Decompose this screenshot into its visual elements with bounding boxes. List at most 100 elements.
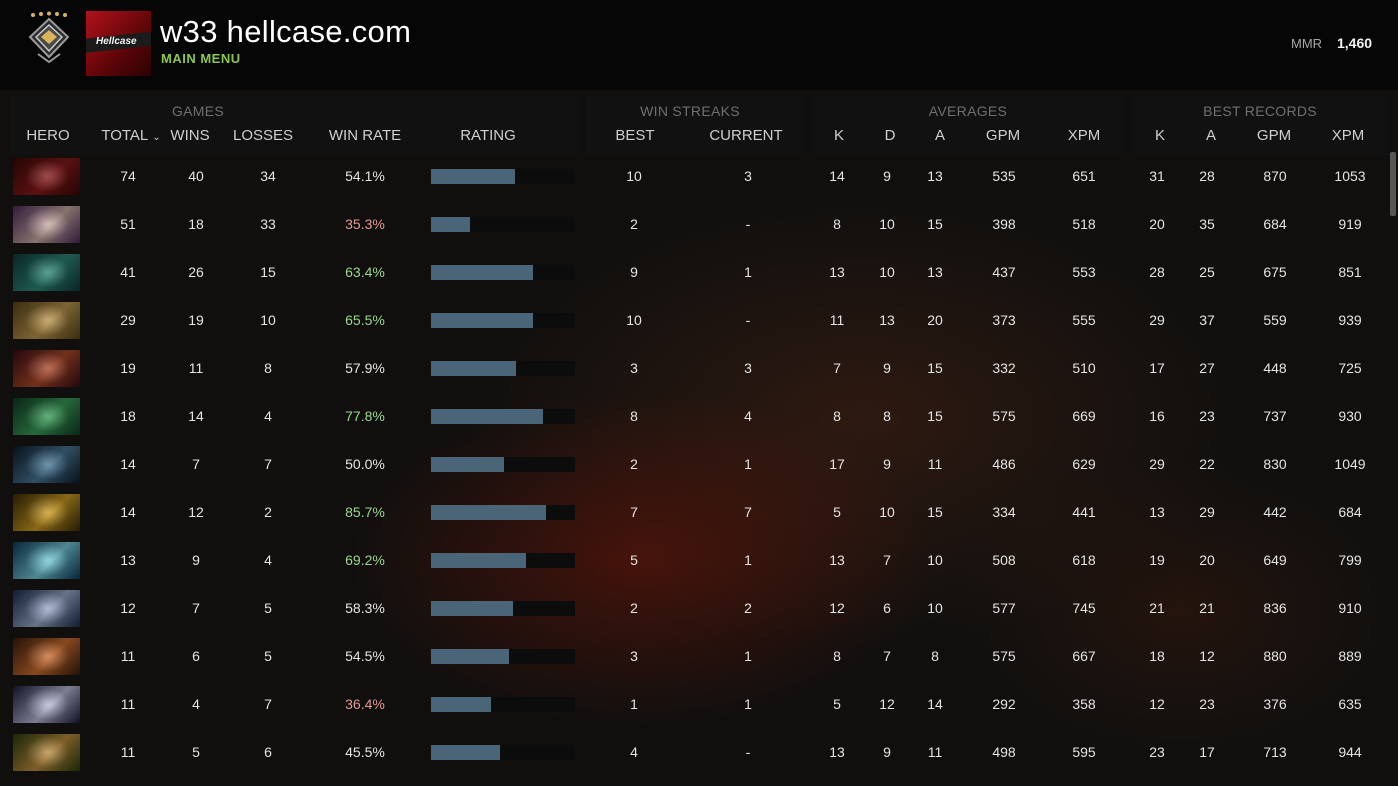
cell-current-streak: 1 (744, 264, 752, 280)
cell-record-kills: 21 (1149, 600, 1165, 616)
cell-record-gpm: 376 (1263, 696, 1287, 712)
column-header-best-streak[interactable]: BEST (615, 127, 655, 144)
cell-avg-gpm: 486 (992, 456, 1016, 472)
cell-losses: 34 (260, 168, 276, 184)
hero-portrait-shade (13, 158, 80, 195)
cell-losses: 5 (264, 648, 272, 664)
hero-portrait[interactable] (13, 590, 80, 627)
rating-bar-track (431, 217, 575, 232)
hero-portrait[interactable] (13, 686, 80, 723)
cell-current-streak: 2 (744, 600, 752, 616)
averages-group-panel (812, 95, 1124, 155)
player-avatar[interactable]: Hellcase (86, 11, 151, 76)
hero-portrait[interactable] (13, 734, 80, 771)
cell-record-kills: 23 (1149, 744, 1165, 760)
column-header-avg-deaths[interactable]: D (884, 127, 896, 144)
cell-total: 11 (120, 744, 136, 760)
hero-portrait[interactable] (13, 398, 80, 435)
cell-avg-deaths: 12 (879, 696, 895, 712)
main-menu-link[interactable]: MAIN MENU (161, 51, 241, 66)
column-header-avg-gpm[interactable]: GPM (985, 127, 1021, 144)
column-header-wins[interactable]: WINS (170, 127, 210, 144)
rating-bar-fill (431, 361, 516, 376)
hero-portrait[interactable] (13, 542, 80, 579)
cell-record-xpm: 635 (1338, 696, 1362, 712)
cell-record-assists: 12 (1199, 648, 1215, 664)
cell-avg-gpm: 292 (992, 696, 1016, 712)
hero-portrait[interactable] (13, 638, 80, 675)
table-row[interactable]: 14 12 2 85.7% 7 7 5 10 15 334 441 13 29 442 684 (0, 488, 1390, 536)
table-row[interactable]: 11 4 7 36.4% 1 1 5 12 14 292 358 12 23 376 635 (0, 680, 1390, 728)
hero-portrait-shade (13, 446, 80, 483)
table-row[interactable]: 11 5 6 45.5% 4 - 13 9 11 498 595 23 17 713 944 (0, 728, 1390, 776)
cell-avg-kills: 7 (833, 360, 841, 376)
table-row[interactable]: 18 14 4 77.8% 8 4 8 8 15 575 669 16 23 737 930 (0, 392, 1390, 440)
cell-avg-deaths: 9 (883, 744, 891, 760)
rating-bar-fill (431, 505, 546, 520)
win-streaks-group-label: WIN STREAKS (640, 103, 740, 119)
hero-portrait[interactable] (13, 494, 80, 531)
cell-record-assists: 21 (1199, 600, 1215, 616)
table-row[interactable]: 51 18 33 35.3% 2 - 8 10 15 398 518 20 35 684 919 (0, 200, 1390, 248)
column-header-hero[interactable]: HERO (26, 127, 70, 144)
column-header-record-assists[interactable]: A (1205, 127, 1216, 144)
cell-record-kills: 13 (1149, 504, 1165, 520)
table-row[interactable]: 12 7 5 58.3% 2 2 12 6 10 577 745 21 21 836 910 (0, 584, 1390, 632)
cell-record-kills: 29 (1149, 456, 1165, 472)
column-header-rating[interactable]: RATING (460, 127, 516, 144)
column-header-losses[interactable]: LOSSES (232, 127, 294, 144)
column-header-record-kills[interactable]: K (1154, 127, 1165, 144)
cell-best-streak: 1 (630, 696, 638, 712)
sort-descending-icon: ⌄ (152, 132, 161, 143)
column-header-avg-assists[interactable]: A (934, 127, 945, 144)
cell-total: 51 (120, 216, 136, 232)
column-header-win-rate[interactable]: WIN RATE (328, 127, 402, 144)
mmr-label: MMR (1291, 36, 1323, 51)
hero-portrait[interactable] (13, 350, 80, 387)
rating-bar-track (431, 265, 575, 280)
hero-portrait-shade (13, 734, 80, 771)
hero-portrait[interactable] (13, 302, 80, 339)
cell-current-streak: - (745, 312, 751, 328)
column-header-record-gpm[interactable]: GPM (1256, 127, 1292, 144)
table-scrollbar[interactable] (1390, 152, 1396, 216)
column-header-avg-kills[interactable]: K (833, 127, 844, 144)
table-row[interactable]: 14 7 7 50.0% 2 1 17 9 11 486 629 29 22 830 1049 (0, 440, 1390, 488)
hero-portrait[interactable] (13, 206, 80, 243)
cell-win-rate: 50.0% (345, 456, 385, 472)
cell-avg-deaths: 6 (883, 600, 891, 616)
hero-portrait[interactable] (13, 254, 80, 291)
rating-bar-fill (431, 313, 533, 328)
cell-best-streak: 2 (630, 600, 638, 616)
rating-bar-track (431, 457, 575, 472)
table-row[interactable]: 13 9 4 69.2% 5 1 13 7 10 508 618 19 20 649 799 (0, 536, 1390, 584)
rank-medal-icon[interactable] (24, 10, 74, 66)
cell-current-streak: 3 (744, 360, 752, 376)
cell-record-gpm: 448 (1263, 360, 1287, 376)
table-row[interactable]: 29 19 10 65.5% 10 - 11 13 20 373 555 29 37 559 939 (0, 296, 1390, 344)
table-row[interactable]: 41 26 15 63.4% 9 1 13 10 13 437 553 28 25 675 851 (0, 248, 1390, 296)
column-header-record-xpm[interactable]: XPM (1331, 127, 1365, 144)
hero-portrait-shade (13, 206, 80, 243)
cell-wins: 18 (188, 216, 204, 232)
cell-record-gpm: 649 (1263, 552, 1287, 568)
cell-record-assists: 17 (1199, 744, 1215, 760)
hero-portrait[interactable] (13, 158, 80, 195)
table-row[interactable]: 74 40 34 54.1% 10 3 14 9 13 535 651 31 28 870 1053 (0, 152, 1390, 200)
table-row[interactable]: 19 11 8 57.9% 3 3 7 9 15 332 510 17 27 448 725 (0, 344, 1390, 392)
cell-avg-xpm: 555 (1072, 312, 1096, 328)
column-header-current-streak[interactable]: CURRENT (709, 127, 783, 144)
cell-avg-deaths: 7 (883, 648, 891, 664)
cell-record-xpm: 939 (1338, 312, 1362, 328)
column-header-avg-xpm[interactable]: XPM (1067, 127, 1101, 144)
cell-record-xpm: 944 (1338, 744, 1362, 760)
column-header-total[interactable]: TOTAL ⌄ (96, 127, 166, 144)
hero-portrait[interactable] (13, 446, 80, 483)
table-row[interactable]: 11 6 5 54.5% 3 1 8 7 8 575 667 18 12 880 889 (0, 632, 1390, 680)
cell-record-assists: 27 (1199, 360, 1215, 376)
rating-bar-fill (431, 601, 513, 616)
cell-total: 11 (120, 648, 136, 664)
cell-avg-assists: 8 (931, 648, 939, 664)
cell-avg-assists: 13 (927, 168, 943, 184)
rating-bar-track (431, 553, 575, 568)
